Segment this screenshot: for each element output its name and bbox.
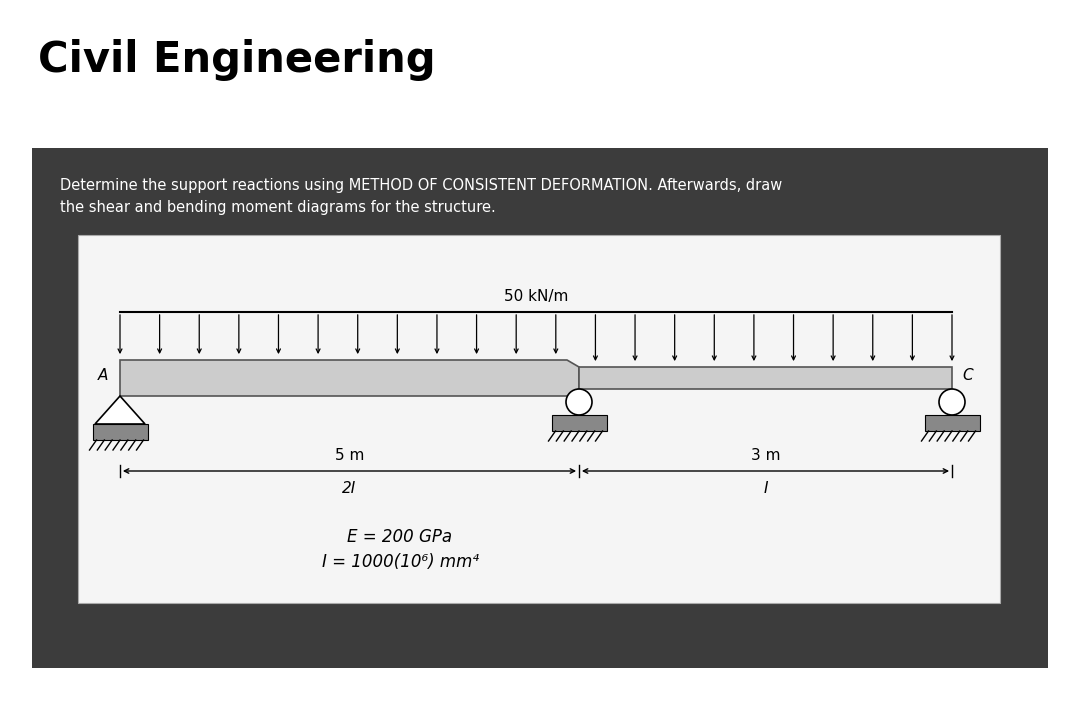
Circle shape <box>566 389 592 415</box>
Text: 3 m: 3 m <box>751 448 780 463</box>
Text: 2I: 2I <box>342 481 356 496</box>
Text: C: C <box>962 369 973 384</box>
Polygon shape <box>579 367 951 389</box>
Text: B: B <box>593 419 604 434</box>
Bar <box>78 235 1000 603</box>
Text: I = 1000(10⁶) mm⁴: I = 1000(10⁶) mm⁴ <box>322 553 478 571</box>
Text: A: A <box>97 369 108 384</box>
Text: Determine the support reactions using METHOD OF CONSISTENT DEFORMATION. Afterwar: Determine the support reactions using ME… <box>60 178 782 193</box>
Circle shape <box>939 389 966 415</box>
Bar <box>93 424 148 440</box>
Text: I: I <box>764 481 768 496</box>
Bar <box>552 415 607 431</box>
Text: the shear and bending moment diagrams for the structure.: the shear and bending moment diagrams fo… <box>60 200 496 215</box>
Bar <box>32 148 1048 668</box>
Text: 50 kN/m: 50 kN/m <box>503 289 568 304</box>
Polygon shape <box>120 360 579 396</box>
Text: Civil Engineering: Civil Engineering <box>38 39 435 81</box>
Polygon shape <box>95 396 145 424</box>
Text: E = 200 GPa: E = 200 GPa <box>348 528 453 546</box>
Bar <box>924 415 980 431</box>
Text: 5 m: 5 m <box>335 448 364 463</box>
